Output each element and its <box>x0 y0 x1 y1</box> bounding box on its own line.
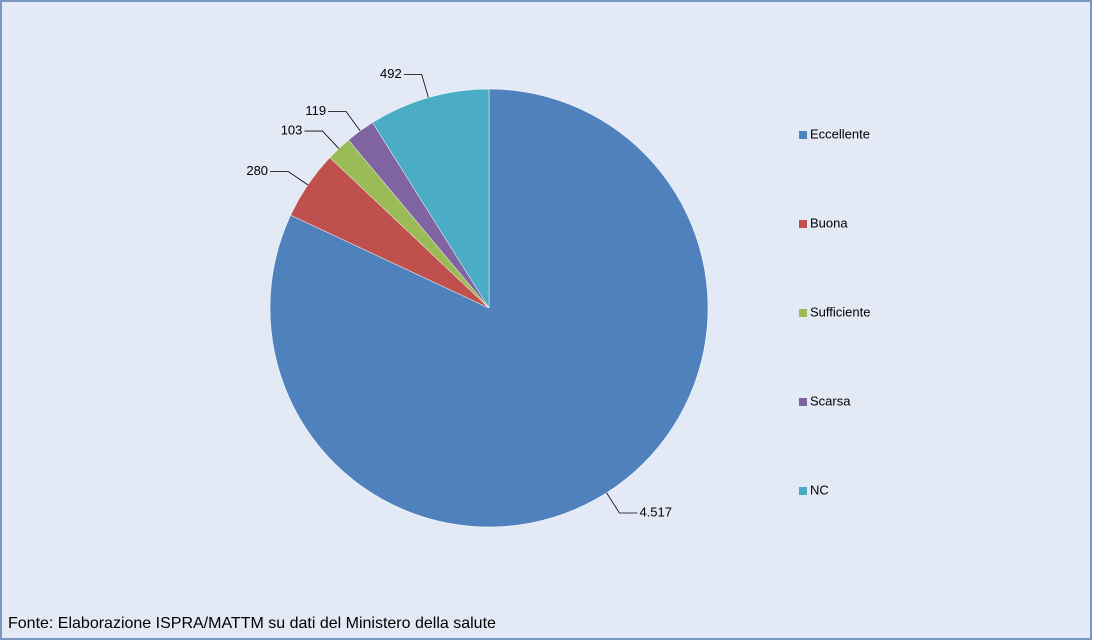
legend-swatch <box>799 309 807 317</box>
data-label: 119 <box>305 103 326 118</box>
leader-line <box>304 130 340 149</box>
legend-swatch <box>799 487 807 495</box>
legend-swatch <box>799 220 807 228</box>
data-label: 4.517 <box>639 504 672 519</box>
legend-label: Sufficiente <box>810 304 870 319</box>
leader-line <box>606 492 638 514</box>
legend-label: Scarsa <box>810 393 851 408</box>
data-label: 103 <box>281 123 303 138</box>
legend-label: Eccellente <box>810 126 870 141</box>
legend-label: Buona <box>810 215 848 230</box>
data-label: 492 <box>380 66 402 81</box>
legend-label: NC <box>810 482 829 497</box>
legend-swatch <box>799 131 807 139</box>
source-note: Fonte: Elaborazione ISPRA/MATTM su dati … <box>8 615 496 632</box>
leader-line <box>270 170 309 186</box>
legend-swatch <box>799 398 807 406</box>
data-label: 280 <box>246 163 268 178</box>
leader-line <box>403 74 429 98</box>
leader-line <box>328 111 361 132</box>
